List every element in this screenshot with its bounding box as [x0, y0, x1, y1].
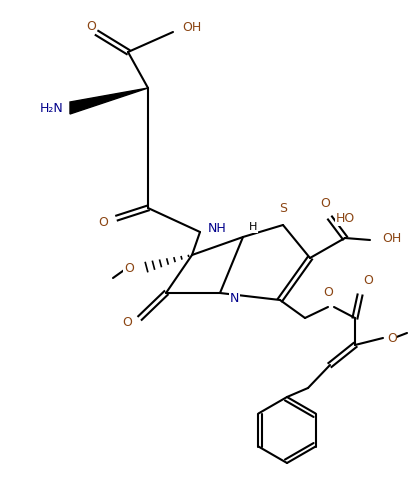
Text: S: S: [279, 202, 287, 215]
Text: O: O: [363, 274, 373, 287]
Text: H₂N: H₂N: [40, 102, 64, 114]
Text: O: O: [122, 317, 132, 329]
Text: O: O: [323, 286, 333, 299]
Text: OH: OH: [182, 21, 201, 33]
Text: O: O: [320, 197, 330, 210]
Polygon shape: [70, 88, 148, 114]
Text: NH: NH: [208, 221, 227, 235]
Text: O: O: [387, 331, 397, 345]
Text: O: O: [86, 20, 96, 32]
Text: N: N: [230, 292, 239, 304]
Text: HO: HO: [335, 212, 354, 225]
Text: O: O: [124, 262, 134, 274]
Text: H: H: [249, 222, 257, 232]
Text: O: O: [98, 216, 108, 228]
Text: OH: OH: [382, 231, 401, 245]
